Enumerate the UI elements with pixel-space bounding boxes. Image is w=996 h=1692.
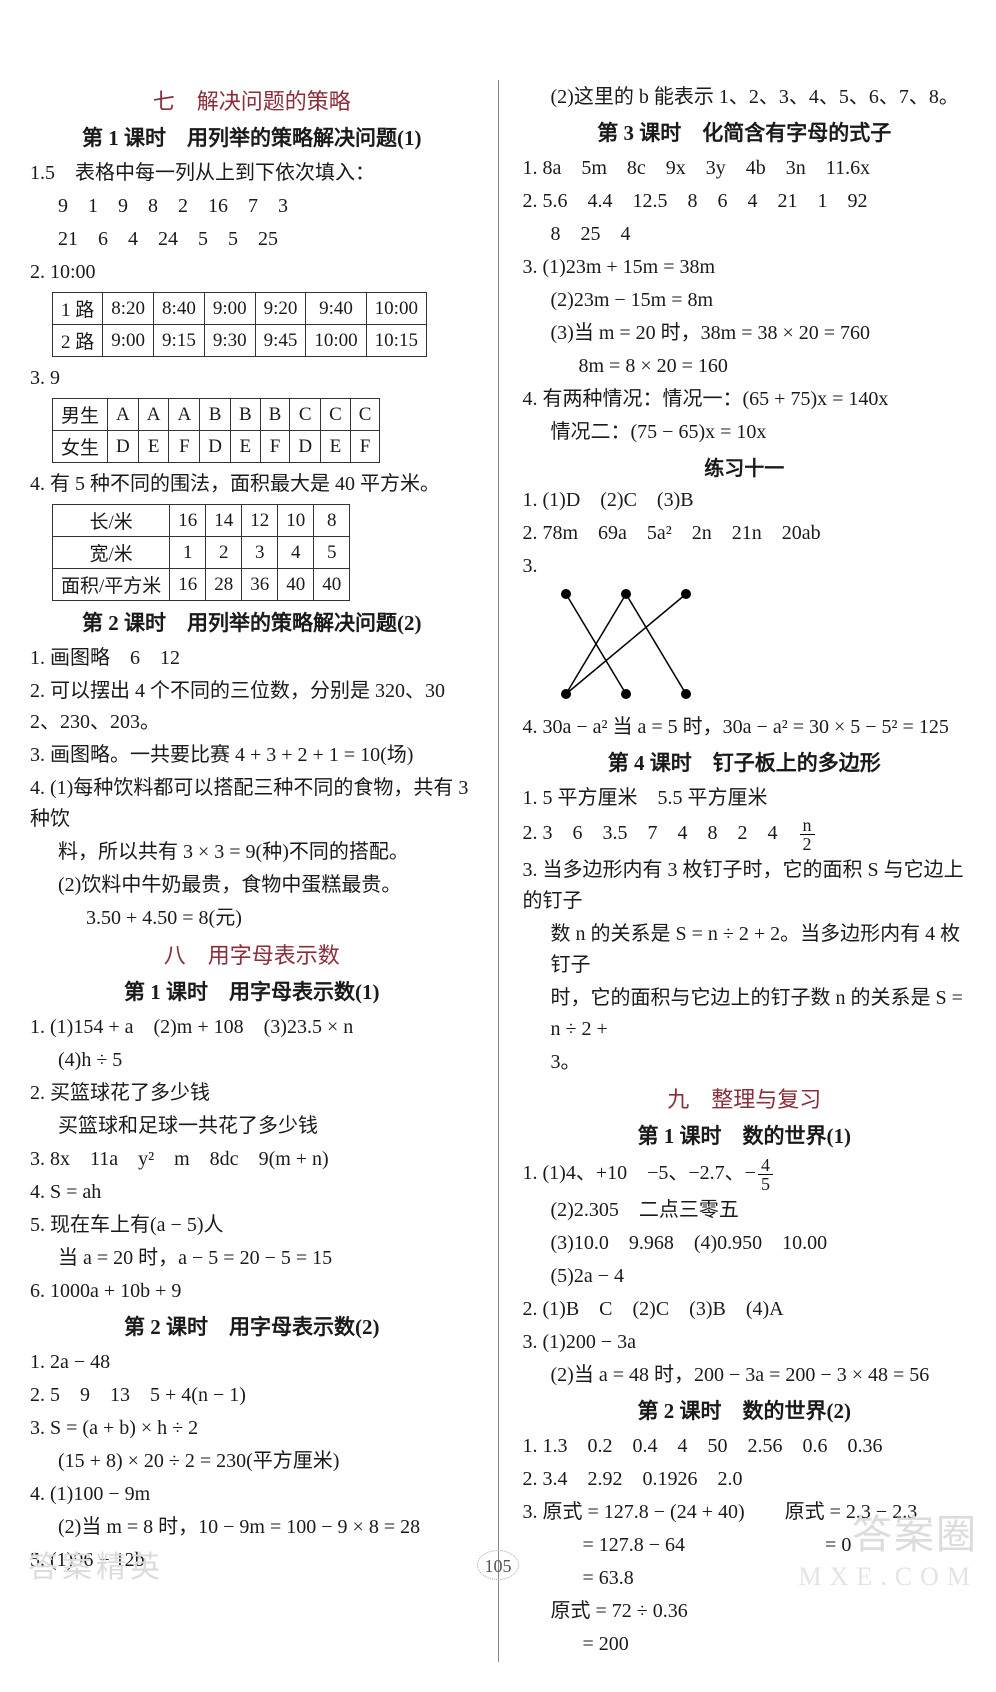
text-line: 1. 5 平方厘米 5.5 平方厘米 — [523, 783, 967, 814]
text-line: 1. 画图略 6 12 — [30, 643, 474, 674]
exercise-11-title: 练习十一 — [523, 452, 967, 481]
text-line: 21 6 4 24 5 5 25 — [30, 224, 474, 255]
lesson-7-1-title: 第 1 课时 用列举的策略解决问题(1) — [30, 122, 474, 152]
text-line: 3. (1)23m + 15m = 38m — [523, 252, 967, 283]
text-line: 2. 买篮球花了多少钱 — [30, 1078, 474, 1109]
text-line: 3. 当多边形内有 3 枚钉子时，它的面积 S 与它边上的钉子 — [523, 855, 967, 917]
section-7-title: 七 解决问题的策略 — [30, 84, 474, 116]
text-line: (3)当 m = 20 时，38m = 38 × 20 = 760 — [523, 318, 967, 349]
text-line: 3. 原式 = 127.8 − (24 + 40) 原式 = 2.3 − 2.3 — [523, 1497, 967, 1528]
lesson-8-3-title: 第 3 课时 化简含有字母的式子 — [523, 117, 967, 147]
text-line: 1. 1.3 0.2 0.4 4 50 2.56 0.6 0.36 — [523, 1431, 967, 1462]
text-line: (15 + 8) × 20 ÷ 2 = 230(平方厘米) — [30, 1446, 474, 1477]
text-line: 1.5 表格中每一列从上到下依次填入： — [30, 158, 474, 189]
text-span: 1. (1)4、+10 −5、−2.7、− — [523, 1162, 756, 1184]
text-line: 3. S = (a + b) × h ÷ 2 — [30, 1413, 474, 1444]
text-span: 2. 3 6 3.5 7 4 8 2 4 — [523, 822, 798, 844]
text-line: 2. (1)B C (2)C (3)B (4)A — [523, 1294, 967, 1325]
text-line: 3. 画图略。一共要比赛 4 + 3 + 2 + 1 = 10(场) — [30, 740, 474, 771]
page: 七 解决问题的策略 第 1 课时 用列举的策略解决问题(1) 1.5 表格中每一… — [0, 0, 996, 1692]
text-line: 原式 = 72 ÷ 0.36 — [523, 1596, 967, 1627]
table-row: 长/米161412108 — [53, 505, 350, 537]
table-boys-girls: 男生AAABBBCCC 女生DEFDEFDEF — [52, 398, 380, 463]
text-line: (2)当 m = 8 时，10 − 9m = 100 − 9 × 8 = 28 — [30, 1512, 474, 1543]
table-row: 面积/平方米1628364040 — [53, 569, 350, 601]
lesson-7-2-title: 第 2 课时 用列举的策略解决问题(2) — [30, 607, 474, 637]
text-line: 8 25 4 — [523, 219, 967, 250]
section-9-title: 九 整理与复习 — [523, 1082, 967, 1114]
text-line: (3)10.0 9.968 (4)0.950 10.00 — [523, 1228, 967, 1259]
text-line: 9 1 9 8 2 16 7 3 — [30, 191, 474, 222]
text-line: (2)当 a = 48 时，200 − 3a = 200 − 3 × 48 = … — [523, 1360, 967, 1391]
text-line: = 127.8 − 64 = 0 — [523, 1530, 967, 1561]
text-line: 1. (1)4、+10 −5、−2.7、−45 — [523, 1156, 967, 1193]
text-line: 8m = 8 × 20 = 160 — [523, 351, 967, 382]
fraction-icon: 45 — [758, 1156, 773, 1193]
text-line: 当 a = 20 时，a − 5 = 20 − 5 = 15 — [30, 1243, 474, 1274]
text-line: 1. (1)154 + a (2)m + 108 (3)23.5 × n — [30, 1012, 474, 1043]
text-line: 买篮球和足球一共花了多少钱 — [30, 1111, 474, 1142]
text-line: 3. — [523, 551, 967, 582]
lesson-8-1-title: 第 1 课时 用字母表示数(1) — [30, 976, 474, 1006]
text-line: (5)2a − 4 — [523, 1261, 967, 1292]
text-line: 2. 78m 69a 5a² 2n 21n 20ab — [523, 518, 967, 549]
matching-diagram — [551, 584, 701, 704]
text-line: (4)h ÷ 5 — [30, 1045, 474, 1076]
text-line: 3。 — [523, 1047, 967, 1078]
text-line: 6. 1000a + 10b + 9 — [30, 1276, 474, 1307]
text-line: 2. 3.4 2.92 0.1926 2.0 — [523, 1464, 967, 1495]
lesson-8-4-title: 第 4 课时 钉子板上的多边形 — [523, 747, 967, 777]
lesson-8-2-title: 第 2 课时 用字母表示数(2) — [30, 1311, 474, 1341]
lesson-9-2-title: 第 2 课时 数的世界(2) — [523, 1395, 967, 1425]
text-line: 3. 9 — [30, 363, 474, 394]
text-line: 2. 5.6 4.4 12.5 8 6 4 21 1 92 — [523, 186, 967, 217]
text-line: 料，所以共有 3 × 3 = 9(种)不同的搭配。 — [30, 837, 474, 868]
text-line: 2. 10:00 — [30, 257, 474, 288]
text-line: (2)23m − 15m = 8m — [523, 285, 967, 316]
text-line: 2. 5 9 13 5 + 4(n − 1) — [30, 1380, 474, 1411]
table-row: 男生AAABBBCCC — [53, 399, 380, 431]
text-line: 1. 8a 5m 8c 9x 3y 4b 3n 11.6x — [523, 153, 967, 184]
text-line: 4. (1)每种饮料都可以搭配三种不同的食物，共有 3 种饮 — [30, 773, 474, 835]
text-line: 4. 有两种情况：情况一：(65 + 75)x = 140x — [523, 384, 967, 415]
text-line: 5. (1)96 − 12b — [30, 1545, 474, 1576]
text-line: (2)这里的 b 能表示 1、2、3、4、5、6、7、8。 — [523, 82, 967, 113]
text-line: 1. (1)D (2)C (3)B — [523, 485, 967, 516]
text-line: 1. 2a − 48 — [30, 1347, 474, 1378]
text-line: 3. (1)200 − 3a — [523, 1327, 967, 1358]
text-line: 4. 30a − a² 当 a = 5 时，30a − a² = 30 × 5 … — [523, 712, 967, 743]
text-line: 4. S = ah — [30, 1177, 474, 1208]
text-line: 3. 8x 11a y² m 8dc 9(m + n) — [30, 1144, 474, 1175]
table-row: 1 路 8:20 8:40 9:00 9:20 9:40 10:00 — [53, 293, 427, 325]
right-column: (2)这里的 b 能表示 1、2、3、4、5、6、7、8。 第 3 课时 化简含… — [523, 80, 967, 1662]
text-line: = 63.8 — [523, 1563, 967, 1594]
column-divider — [498, 80, 499, 1662]
page-number: 105 — [477, 1550, 519, 1580]
section-8-title: 八 用字母表示数 — [30, 938, 474, 970]
table-rectangle-areas: 长/米161412108 宽/米12345 面积/平方米1628364040 — [52, 504, 350, 601]
text-line: 3.50 + 4.50 = 8(元) — [30, 903, 474, 934]
text-line: (2)2.305 二点三零五 — [523, 1195, 967, 1226]
fraction-icon: n2 — [800, 816, 815, 853]
lesson-9-1-title: 第 1 课时 数的世界(1) — [523, 1120, 967, 1150]
text-line: 2. 3 6 3.5 7 4 8 2 4 n2 — [523, 816, 967, 853]
table-row: 女生DEFDEFDEF — [53, 431, 380, 463]
text-line: 数 n 的关系是 S = n ÷ 2 + 2。当多边形内有 4 枚钉子 — [523, 919, 967, 981]
text-line: 4. 有 5 种不同的围法，面积最大是 40 平方米。 — [30, 469, 474, 500]
text-line: 时，它的面积与它边上的钉子数 n 的关系是 S = n ÷ 2 + — [523, 983, 967, 1045]
table-bus-times: 1 路 8:20 8:40 9:00 9:20 9:40 10:00 2 路 9… — [52, 292, 427, 357]
text-line: 5. 现在车上有(a − 5)人 — [30, 1210, 474, 1241]
text-line: 2. 可以摆出 4 个不同的三位数，分别是 320、302、230、203。 — [30, 676, 474, 738]
left-column: 七 解决问题的策略 第 1 课时 用列举的策略解决问题(1) 1.5 表格中每一… — [30, 80, 474, 1662]
text-line: (2)饮料中牛奶最贵，食物中蛋糕最贵。 — [30, 870, 474, 901]
text-line: = 200 — [523, 1629, 967, 1660]
table-row: 宽/米12345 — [53, 537, 350, 569]
table-row: 2 路 9:00 9:15 9:30 9:45 10:00 10:15 — [53, 325, 427, 357]
text-line: 情况二：(75 − 65)x = 10x — [523, 417, 967, 448]
text-line: 4. (1)100 − 9m — [30, 1479, 474, 1510]
